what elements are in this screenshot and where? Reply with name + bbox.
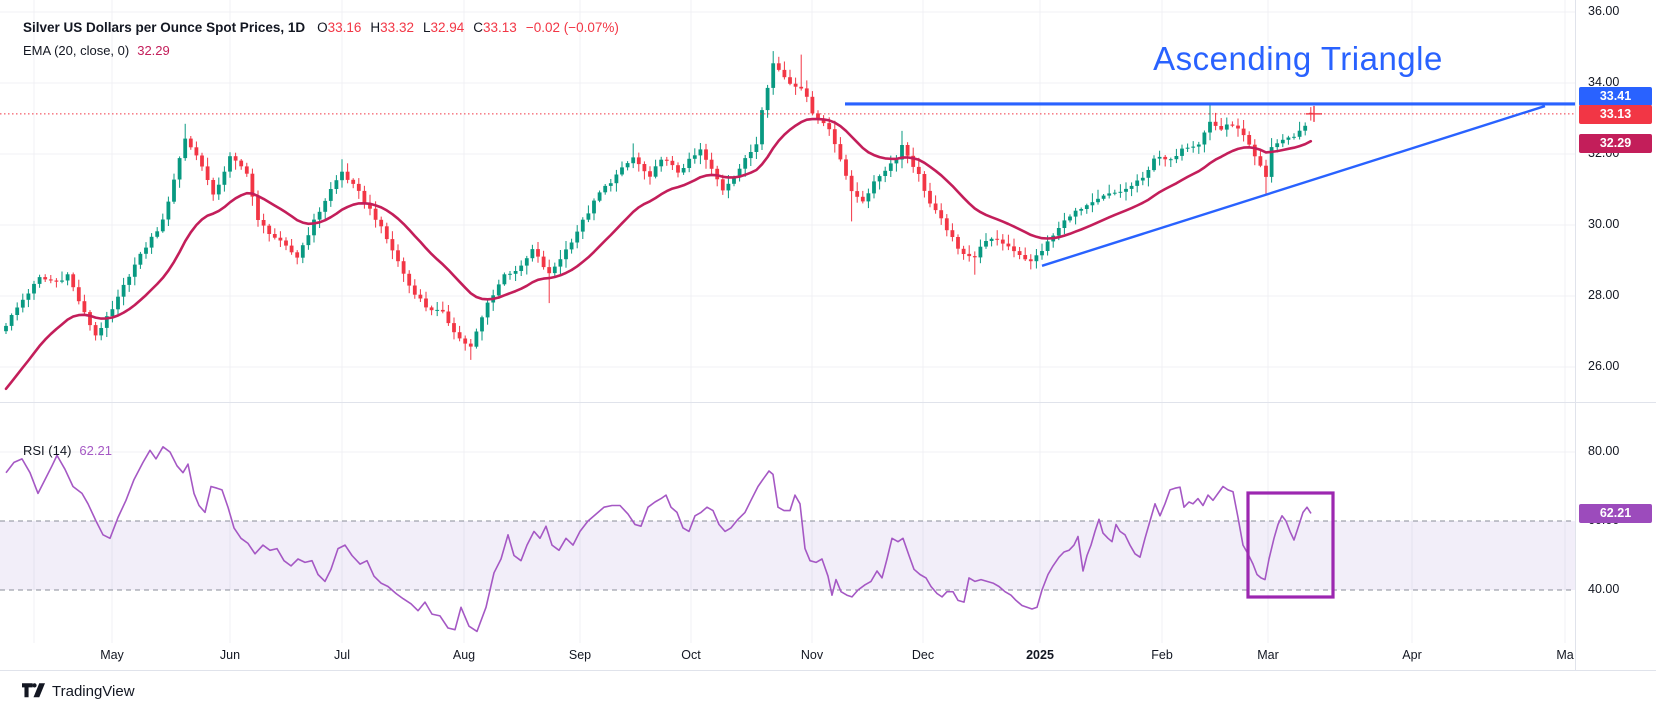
price-axis-label: 28.00 [1588, 288, 1620, 302]
rsi-value-badge: 62.21 [1579, 504, 1652, 523]
ohlc-open: O33.16 [317, 20, 362, 35]
time-axis-label: Ma [1556, 648, 1574, 662]
rsi-legend[interactable]: RSI (14) 62.21 [23, 443, 112, 458]
rsi-legend-value: 62.21 [79, 443, 112, 458]
ema-legend-name: EMA (20, close, 0) [23, 43, 130, 58]
ema-value-badge: 32.29 [1579, 134, 1652, 153]
time-axis-label: Nov [800, 648, 824, 662]
ascending-triangle-annotation[interactable]: Ascending Triangle [1153, 40, 1443, 77]
time-axis-label: Sep [568, 648, 592, 662]
ema-legend-value: 32.29 [137, 43, 170, 58]
price-axis-border [1575, 0, 1576, 671]
rsi-axis-label: 80.00 [1588, 444, 1620, 458]
chart-bottom-border [0, 670, 1656, 671]
price-axis-label: 36.00 [1588, 4, 1620, 18]
time-axis-label: Feb [1151, 648, 1173, 662]
time-axis-label: Jun [219, 648, 241, 662]
tradingview-logo-icon [22, 683, 45, 698]
time-axis-label: Aug [452, 648, 476, 662]
ema-legend[interactable]: EMA (20, close, 0) 32.29 [23, 43, 170, 58]
time-axis-label: Apr [1402, 648, 1422, 662]
price-axis-label: 26.00 [1588, 359, 1620, 373]
time-axis-label: Mar [1257, 648, 1279, 662]
ohlc-close: C33.13 [473, 20, 517, 35]
time-axis-label: Jul [334, 648, 350, 662]
resistance-price-badge: 33.41 [1579, 87, 1652, 106]
symbol-title: Silver US Dollars per Ounce Spot Prices,… [23, 20, 306, 35]
last-price-badge: 33.13 [1579, 105, 1652, 124]
time-axis-label: 2025 [1026, 648, 1054, 662]
time-axis-label: Oct [681, 648, 701, 662]
tradingview-logo[interactable]: TradingView [22, 683, 135, 700]
price-change: −0.02 (−0.07%) [525, 20, 619, 35]
rsi-axis-label: 40.00 [1588, 582, 1620, 596]
ohlc-low: L32.94 [422, 20, 465, 35]
price-axis-label: 30.00 [1588, 217, 1620, 231]
tradingview-logo-text: TradingView [52, 683, 135, 700]
ohlc-high: H33.32 [370, 20, 414, 35]
time-axis-label: Dec [911, 648, 935, 662]
pane-divider[interactable] [0, 402, 1656, 403]
symbol-legend[interactable]: Silver US Dollars per Ounce Spot Prices,… [23, 20, 619, 35]
price-axis-label: 34.00 [1588, 75, 1620, 89]
time-axis-label: May [100, 648, 124, 662]
rsi-legend-name: RSI (14) [23, 443, 72, 458]
